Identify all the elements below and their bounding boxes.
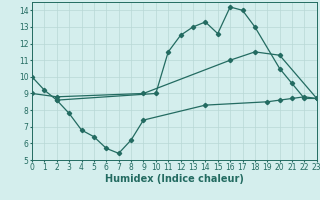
- X-axis label: Humidex (Indice chaleur): Humidex (Indice chaleur): [105, 174, 244, 184]
